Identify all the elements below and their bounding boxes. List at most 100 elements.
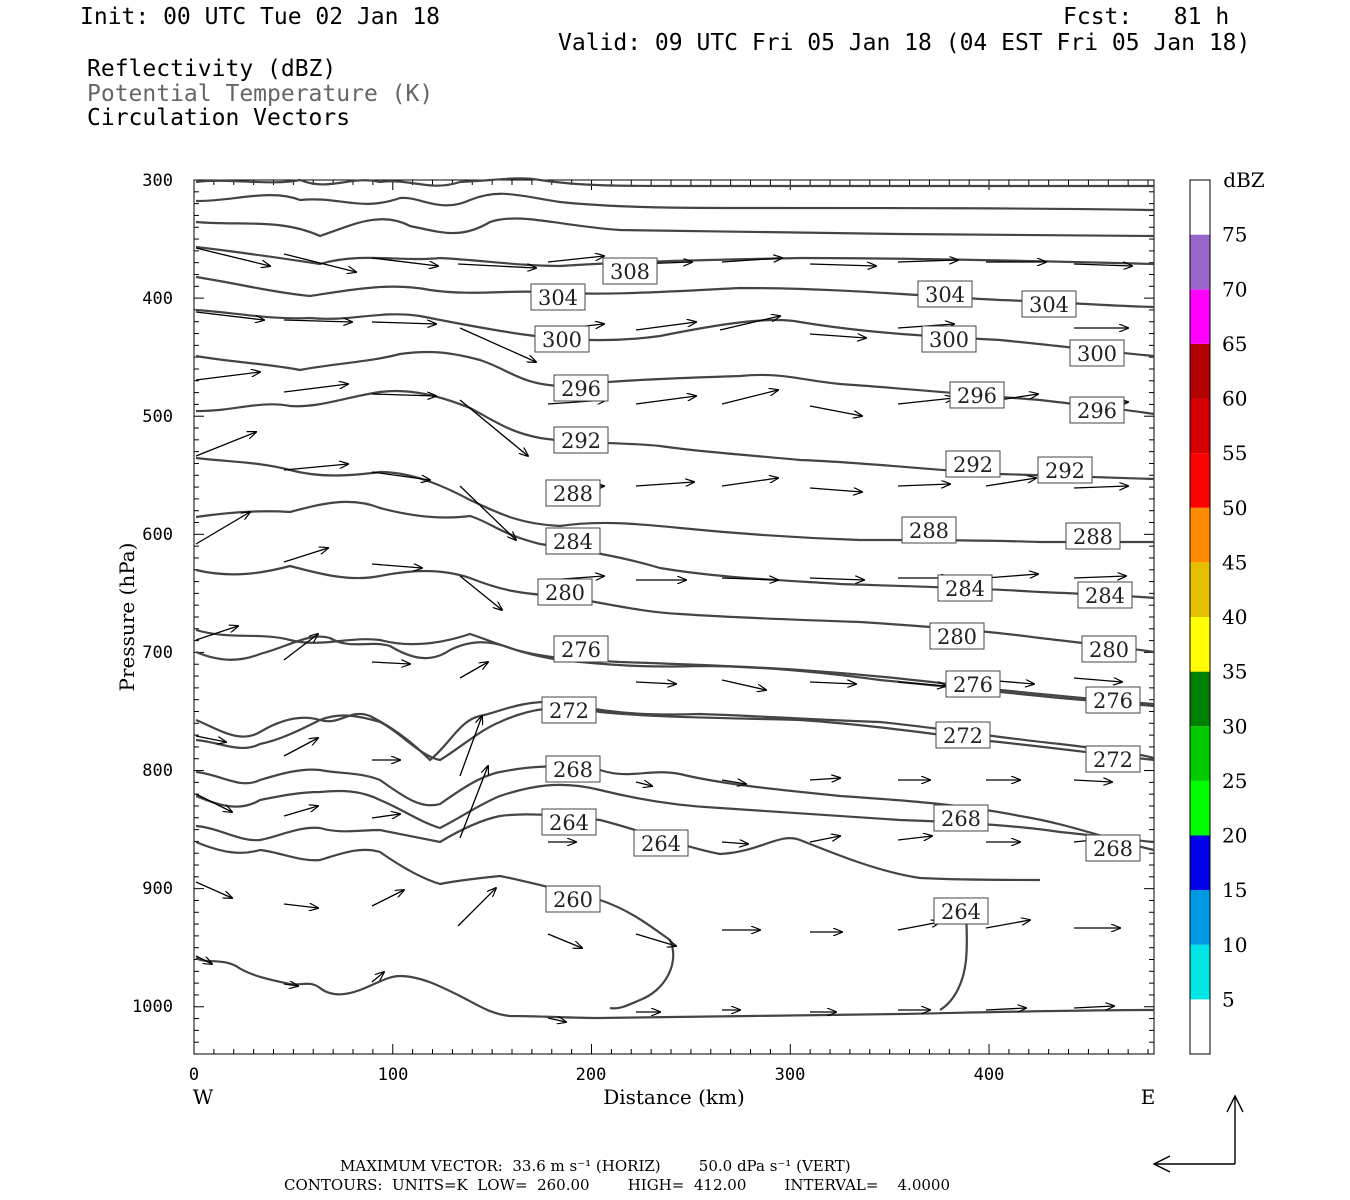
theta-contour [195,700,1155,762]
colorbar-segment [1190,944,1210,1000]
svg-text:268: 268 [941,807,981,831]
max-vector-note: MAXIMUM VECTOR: 33.6 m s⁻¹ (HORIZ) 50.0 … [340,1157,851,1175]
axis-ticks [193,179,1154,1055]
circulation-vector [897,398,954,405]
circulation-vector [371,564,422,568]
circulation-vector [371,257,438,266]
circulation-vector [195,793,232,812]
contour-label: 260 [545,885,601,913]
field-circulation-vectors: Circulation Vectors [87,105,351,131]
svg-text:292: 292 [1045,459,1085,483]
colorbar-label: 10 [1222,933,1247,957]
y-axis-label: Pressure (hPa) [115,543,139,692]
svg-text:272: 272 [1093,748,1133,772]
circulation-vector [371,394,436,396]
colorbar-label: 25 [1222,769,1247,793]
svg-text:308: 308 [610,260,650,284]
circulation-vector [985,478,1036,487]
circulation-vector [897,260,958,262]
init-time: Init: 00 UTC Tue 02 Jan 18 [80,4,441,30]
colorbar-segment [1190,617,1210,672]
theta-contour [195,350,1155,416]
circulation-vector [371,890,404,907]
circulation-vector [195,247,270,266]
circulation-vector [283,806,318,817]
contour-label: 284 [937,574,993,602]
colorbar-label: 15 [1222,878,1247,902]
contour-label: 288 [901,516,957,544]
circulation-vector [459,575,502,610]
colorbar-segment [1190,890,1210,945]
colorbar-label: 60 [1222,387,1247,411]
y-tick-label: 500 [142,407,173,427]
circulation-vector [809,488,862,492]
colorbar-segment [1190,780,1210,836]
circulation-vector [283,738,318,757]
circulation-vector [195,626,238,641]
circulation-vector [809,405,862,416]
colorbar-label: 55 [1222,441,1247,465]
contour-label: 284 [1077,581,1133,609]
colorbar-segment [1190,234,1210,290]
colorbar-label: 35 [1222,660,1247,684]
circulation-vector [719,316,780,331]
circulation-vector [371,662,410,664]
circulation-vector [1073,1006,1114,1008]
circulation-vector [459,399,528,456]
forecast-hour: Fcst: 81 h [1063,4,1230,30]
contour-label: 280 [537,578,593,606]
svg-text:304: 304 [925,283,965,307]
circulation-vector [721,842,748,844]
contour-label: 296 [949,381,1005,409]
contour-label: 292 [553,426,609,454]
circulation-vector [195,372,260,381]
circulation-vector [721,258,782,263]
colorbar-segment [1190,507,1210,563]
svg-text:280: 280 [1089,638,1129,662]
circulation-vector [1073,264,1132,266]
contour-label: 264 [933,897,989,925]
colorbar-segment [1190,289,1210,344]
circulation-vector [195,311,264,320]
circulation-vector [721,390,778,405]
circulation-vector [721,679,766,690]
east-label: E [1141,1085,1156,1109]
contour-label: 280 [1081,635,1137,663]
circulation-vector [371,814,400,818]
circulation-vector [459,485,516,540]
circulation-vector [897,484,950,486]
contour-label: 272 [935,721,991,749]
circulation-vector [459,766,488,839]
colorbar-label: 40 [1222,605,1247,629]
circulation-vectors [195,247,1132,1022]
field-reflectivity: Reflectivity (dBZ) [87,56,337,82]
x-tick-label: 200 [576,1065,607,1085]
x-tick-label: 100 [378,1065,409,1085]
circulation-vector [985,1008,1026,1010]
plot-frame [193,179,1155,1055]
circulation-vector [635,482,694,487]
circulation-vector [1073,780,1112,782]
svg-text:276: 276 [953,673,993,697]
colorbar-label: 75 [1222,223,1247,247]
contour-label: 288 [1065,522,1121,550]
circulation-vector [195,881,232,898]
contour-label: 280 [929,622,985,650]
contour-label: 272 [541,696,597,724]
svg-text:264: 264 [941,900,981,924]
colorbar-label: 30 [1222,714,1247,738]
svg-text:288: 288 [553,482,593,506]
contour-label: 300 [534,325,590,353]
svg-text:304: 304 [538,286,578,310]
contour-label: 304 [1021,290,1077,318]
theta-contour [939,909,968,1011]
circulation-vector [371,471,430,480]
colorbar-label: 65 [1222,332,1247,356]
theta-contour [195,275,1155,309]
circulation-vector [459,662,488,679]
contour-label: 296 [1069,396,1125,424]
theta-contour [195,500,1155,600]
circulation-vector [721,780,746,784]
svg-text:300: 300 [542,328,582,352]
